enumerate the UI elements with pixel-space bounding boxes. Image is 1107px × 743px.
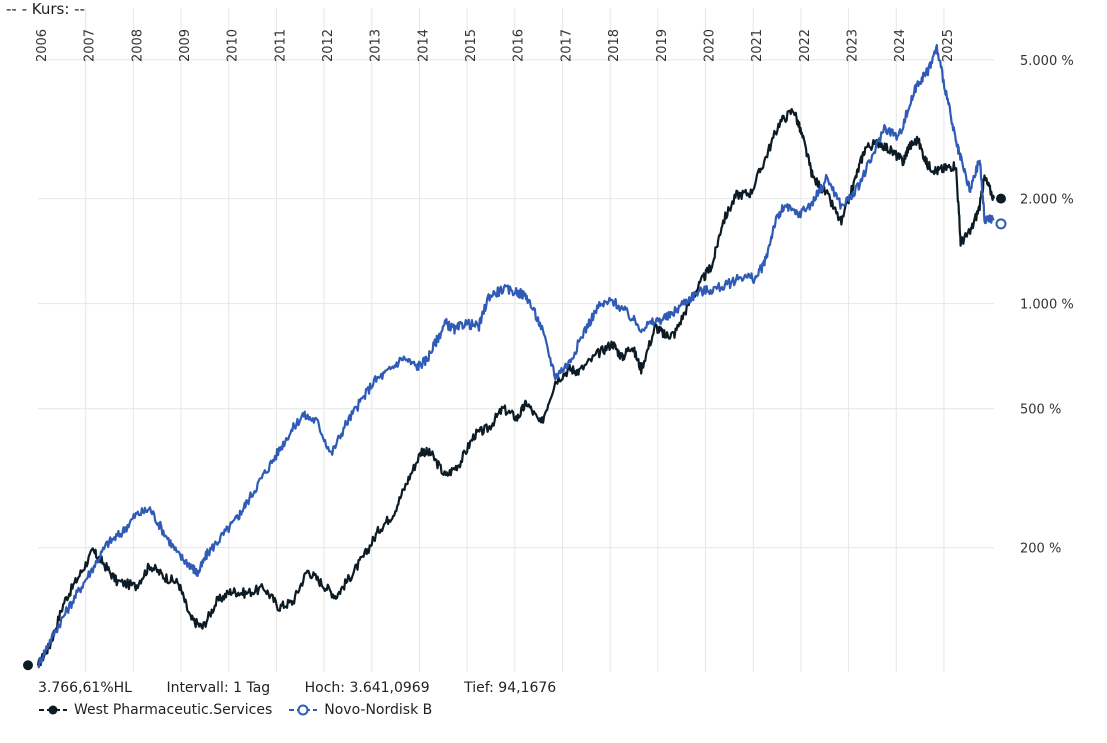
y-axis-ticks: 200 % 500 % 1.000 % 2.000 % 5.000 % xyxy=(1020,54,1074,557)
x-tick-label: 2021 xyxy=(750,29,765,62)
y-tick-label: 200 % xyxy=(1020,542,1061,557)
stats-bar: 3.766,61%HL Intervall: 1 Tag Hoch: 3.641… xyxy=(38,680,586,696)
legend-item-novo[interactable]: Novo-Nordisk B xyxy=(288,702,432,718)
legend-west-label: West Pharmaceutic.Services xyxy=(74,702,273,718)
x-tick-label: 2012 xyxy=(321,29,336,62)
x-tick-label: 2006 xyxy=(35,29,50,62)
horizontal-gridlines xyxy=(38,59,994,549)
series-line-west xyxy=(36,108,996,667)
series-markers xyxy=(23,193,1007,671)
x-tick-label: 2008 xyxy=(130,29,145,62)
end-marker-novo xyxy=(995,218,1007,230)
x-tick-label: 2018 xyxy=(607,29,622,62)
x-tick-label: 2020 xyxy=(702,29,717,62)
y-tick-label: 1.000 % xyxy=(1020,298,1074,313)
legend-novo-symbol xyxy=(289,704,318,716)
series-line-novo xyxy=(37,44,995,669)
x-tick-label: 2017 xyxy=(559,29,574,62)
y-tick-label: 2.000 % xyxy=(1020,193,1074,208)
start-marker xyxy=(23,660,33,671)
high-value: Hoch: 3.641,0969 xyxy=(304,680,430,696)
y-tick-label: 5.000 % xyxy=(1020,54,1074,69)
y-tick-label: 500 % xyxy=(1020,403,1061,418)
performance-value: 3.766,61%HL xyxy=(38,680,132,696)
x-tick-label: 2022 xyxy=(798,29,813,62)
x-tick-label: 2013 xyxy=(369,29,384,62)
x-tick-label: 2014 xyxy=(416,29,431,62)
legend-item-west[interactable]: West Pharmaceutic.Services xyxy=(38,702,272,718)
legend-novo-label: Novo-Nordisk B xyxy=(324,702,433,718)
legend-west-symbol xyxy=(39,705,67,715)
vertical-gridlines xyxy=(85,8,945,672)
price-header: -- - Kurs: -- xyxy=(6,0,85,18)
legend: West Pharmaceutic.Services Novo-Nordisk … xyxy=(38,702,448,718)
x-tick-label: 2015 xyxy=(464,29,479,62)
x-tick-label: 2023 xyxy=(845,29,860,62)
line-chart: 2006 2007 2008 2009 2010 2011 2012 2013 2014 2015… xyxy=(23,8,1074,672)
x-tick-label: 2024 xyxy=(893,29,908,62)
series-lines xyxy=(36,44,996,669)
end-marker-west xyxy=(996,193,1006,204)
x-axis-ticks: 2006 2007 2008 2009 2010 2011 2012 2013 2014 2015… xyxy=(35,29,956,62)
x-tick-label: 2025 xyxy=(941,29,956,62)
x-tick-label: 2016 xyxy=(512,29,527,62)
x-tick-label: 2011 xyxy=(273,29,288,62)
x-tick-label: 2019 xyxy=(655,29,670,62)
low-value: Tief: 94,1676 xyxy=(464,680,557,696)
x-tick-label: 2009 xyxy=(178,29,193,62)
x-tick-label: 2007 xyxy=(83,29,98,62)
x-tick-label: 2010 xyxy=(226,29,241,62)
interval-value: Intervall: 1 Tag xyxy=(166,680,271,696)
